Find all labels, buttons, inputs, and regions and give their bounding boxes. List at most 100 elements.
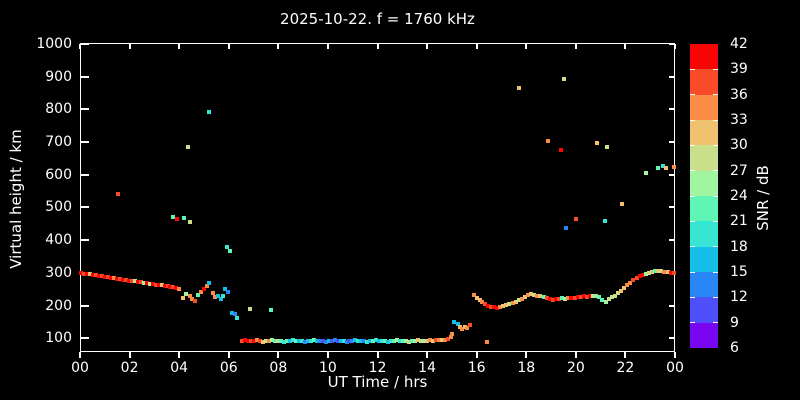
data-point — [317, 338, 322, 343]
colorbar-tick — [713, 170, 718, 172]
colorbar-segment — [690, 297, 718, 324]
y-axis-right-tick — [669, 239, 674, 242]
data-point — [516, 86, 521, 91]
data-point — [135, 280, 140, 285]
data-point — [386, 339, 391, 344]
data-point — [660, 163, 665, 168]
data-point — [643, 271, 648, 276]
data-point — [665, 270, 670, 275]
y-axis-tick — [81, 206, 89, 209]
data-point — [264, 338, 269, 343]
colorbar-tick — [690, 296, 695, 298]
data-point — [392, 338, 397, 343]
colorbar-segment — [690, 69, 718, 96]
x-tick-label: 04 — [170, 360, 189, 376]
y-axis-right-tick — [669, 75, 674, 78]
x-tick-label: 00 — [666, 360, 684, 376]
x-axis-tick — [674, 352, 676, 358]
data-point — [371, 338, 376, 343]
data-point — [450, 332, 455, 337]
colorbar-tick-label: 42 — [730, 36, 748, 52]
data-point — [88, 271, 93, 276]
data-point — [162, 283, 167, 288]
y-tick-label: 400 — [45, 232, 72, 249]
y-axis-right-tick — [669, 42, 674, 45]
data-point — [365, 339, 370, 344]
data-point — [97, 273, 102, 278]
data-point — [412, 338, 417, 343]
data-point — [668, 270, 673, 275]
data-point — [120, 277, 125, 282]
y-tick-label: 500 — [45, 199, 72, 216]
colorbar-tick-label: 6 — [730, 340, 739, 356]
data-point — [625, 283, 630, 288]
colorbar-tick — [690, 144, 695, 146]
data-point — [221, 294, 226, 299]
x-tick-label: 20 — [566, 360, 585, 376]
data-point — [332, 338, 337, 343]
data-point — [243, 338, 248, 343]
data-point — [320, 338, 325, 343]
data-point — [525, 293, 530, 298]
y-axis-tick — [81, 173, 89, 176]
data-point — [587, 294, 592, 299]
data-point — [129, 279, 134, 284]
colorbar-segment — [690, 120, 718, 146]
data-point — [171, 214, 176, 219]
data-point — [311, 338, 316, 343]
data-point — [609, 295, 614, 300]
data-point — [418, 339, 423, 344]
y-tick-label: 700 — [45, 134, 72, 151]
data-point — [603, 218, 608, 223]
x-axis-tick — [277, 352, 280, 358]
data-point — [175, 216, 180, 221]
data-point — [575, 295, 580, 300]
colorbar-segment — [690, 94, 718, 121]
data-point — [261, 339, 266, 344]
data-point — [374, 338, 379, 343]
colorbar-tick-label: 27 — [730, 162, 748, 179]
y-axis-right-tick — [669, 206, 674, 209]
data-point — [656, 268, 661, 273]
data-point — [213, 295, 218, 300]
data-point — [477, 298, 482, 303]
data-point — [472, 293, 477, 298]
data-point — [462, 324, 467, 329]
data-point — [442, 338, 447, 343]
data-point — [196, 293, 200, 298]
colorbar-tick — [713, 246, 718, 248]
y-axis-tick — [81, 141, 89, 144]
chart-title: 2025-10-22. f = 1760 kHz — [280, 10, 475, 28]
data-point — [572, 296, 577, 301]
data-point — [115, 192, 120, 197]
data-point — [117, 277, 122, 282]
colorbar-tick-label: 33 — [730, 112, 748, 128]
data-point — [380, 338, 385, 343]
data-point — [637, 274, 642, 279]
data-point — [554, 297, 558, 302]
colorbar-tick — [690, 68, 695, 70]
data-point — [452, 319, 457, 324]
data-point — [186, 144, 191, 149]
data-point — [584, 294, 589, 299]
data-point — [546, 139, 551, 144]
data-point — [126, 278, 131, 283]
data-point — [559, 147, 564, 152]
y-tick-label: 800 — [45, 101, 72, 118]
data-point — [144, 281, 149, 286]
colorbar-tick — [713, 296, 718, 298]
data-point — [556, 296, 561, 301]
data-point — [448, 335, 453, 340]
data-point — [634, 276, 639, 281]
data-point — [529, 292, 534, 297]
data-point — [91, 272, 96, 277]
colorbar-segment — [690, 44, 718, 70]
data-point — [344, 339, 349, 344]
data-point — [177, 286, 182, 291]
colorbar-tick — [713, 144, 718, 146]
x-tick-label: 18 — [517, 360, 536, 376]
data-point — [190, 297, 195, 302]
y-tick-label: 900 — [45, 68, 72, 85]
y-axis-tick — [81, 239, 89, 242]
colorbar-segment — [690, 170, 718, 197]
